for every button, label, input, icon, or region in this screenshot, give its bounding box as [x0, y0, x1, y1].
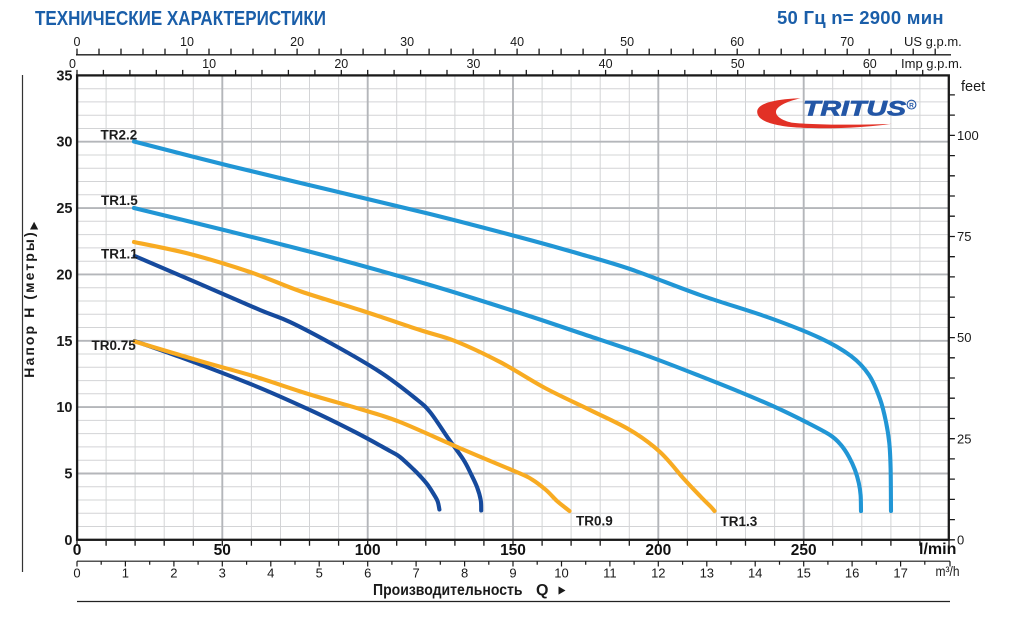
- svg-text:14: 14: [748, 566, 762, 581]
- svg-text:250: 250: [791, 542, 817, 559]
- svg-text:60: 60: [730, 35, 744, 49]
- svg-text:10: 10: [56, 400, 72, 416]
- svg-text:25: 25: [56, 201, 72, 217]
- svg-text:20: 20: [334, 57, 348, 71]
- svg-text:50: 50: [957, 330, 971, 345]
- svg-text:0: 0: [957, 532, 964, 547]
- svg-text:l/min: l/min: [919, 541, 956, 558]
- svg-text:13: 13: [700, 566, 714, 581]
- svg-text:20: 20: [56, 267, 72, 283]
- svg-text:16: 16: [845, 566, 859, 581]
- svg-text:0: 0: [69, 57, 76, 71]
- svg-text:Imp g.p.m.: Imp g.p.m.: [901, 56, 962, 71]
- svg-text:150: 150: [500, 542, 526, 559]
- svg-text:R: R: [909, 102, 914, 109]
- svg-text:10: 10: [202, 57, 216, 71]
- svg-text:30: 30: [56, 135, 72, 151]
- svg-text:50: 50: [731, 57, 745, 71]
- svg-text:9: 9: [509, 566, 516, 581]
- svg-text:40: 40: [599, 57, 613, 71]
- svg-text:TR0.75: TR0.75: [92, 338, 137, 353]
- svg-text:TR2.2: TR2.2: [101, 128, 138, 143]
- svg-text:11: 11: [603, 566, 617, 581]
- svg-text:50 Гц n= 2900 мин: 50 Гц n= 2900 мин: [777, 7, 944, 28]
- svg-text:TRITUS: TRITUS: [803, 97, 907, 121]
- svg-text:Напор H (метры): Напор H (метры): [21, 230, 37, 378]
- svg-text:0: 0: [73, 566, 80, 581]
- svg-text:0: 0: [64, 533, 72, 549]
- svg-text:TR1.5: TR1.5: [101, 193, 138, 208]
- svg-text:8: 8: [461, 566, 468, 581]
- svg-text:ТЕХНИЧЕСКИЕ ХАРАКТЕРИСТИКИ: ТЕХНИЧЕСКИЕ ХАРАКТЕРИСТИКИ: [35, 8, 326, 30]
- svg-text:75: 75: [957, 229, 971, 244]
- svg-text:100: 100: [957, 128, 979, 143]
- svg-text:10: 10: [554, 566, 568, 581]
- svg-text:12: 12: [651, 566, 665, 581]
- svg-text:15: 15: [56, 334, 72, 350]
- svg-text:100: 100: [355, 542, 381, 559]
- svg-text:200: 200: [645, 542, 671, 559]
- svg-text:10: 10: [180, 35, 194, 49]
- svg-text:feet: feet: [961, 79, 985, 95]
- svg-text:25: 25: [957, 431, 971, 446]
- svg-text:Производительность: Производительность: [373, 582, 523, 599]
- svg-text:TR0.9: TR0.9: [576, 514, 613, 529]
- svg-text:7: 7: [412, 566, 419, 581]
- svg-text:70: 70: [840, 35, 854, 49]
- svg-text:m³/h: m³/h: [936, 564, 960, 579]
- svg-text:1: 1: [122, 566, 129, 581]
- svg-text:35: 35: [56, 68, 72, 84]
- svg-text:50: 50: [620, 35, 634, 49]
- svg-text:3: 3: [219, 566, 226, 581]
- svg-text:4: 4: [267, 566, 274, 581]
- svg-text:60: 60: [863, 57, 877, 71]
- svg-text:17: 17: [893, 566, 907, 581]
- svg-text:15: 15: [796, 566, 810, 581]
- svg-text:0: 0: [73, 542, 82, 559]
- svg-text:US g.p.m.: US g.p.m.: [904, 34, 962, 49]
- svg-text:TR1.3: TR1.3: [721, 514, 758, 529]
- svg-text:6: 6: [364, 566, 371, 581]
- svg-text:Q: Q: [536, 582, 548, 599]
- svg-text:30: 30: [466, 57, 480, 71]
- svg-text:40: 40: [510, 35, 524, 49]
- svg-text:5: 5: [64, 467, 72, 483]
- svg-text:20: 20: [290, 35, 304, 49]
- svg-text:5: 5: [316, 566, 323, 581]
- svg-text:2: 2: [170, 566, 177, 581]
- svg-text:TR1.1: TR1.1: [101, 247, 138, 262]
- svg-text:30: 30: [400, 35, 414, 49]
- svg-text:50: 50: [214, 542, 231, 559]
- svg-text:0: 0: [74, 35, 81, 49]
